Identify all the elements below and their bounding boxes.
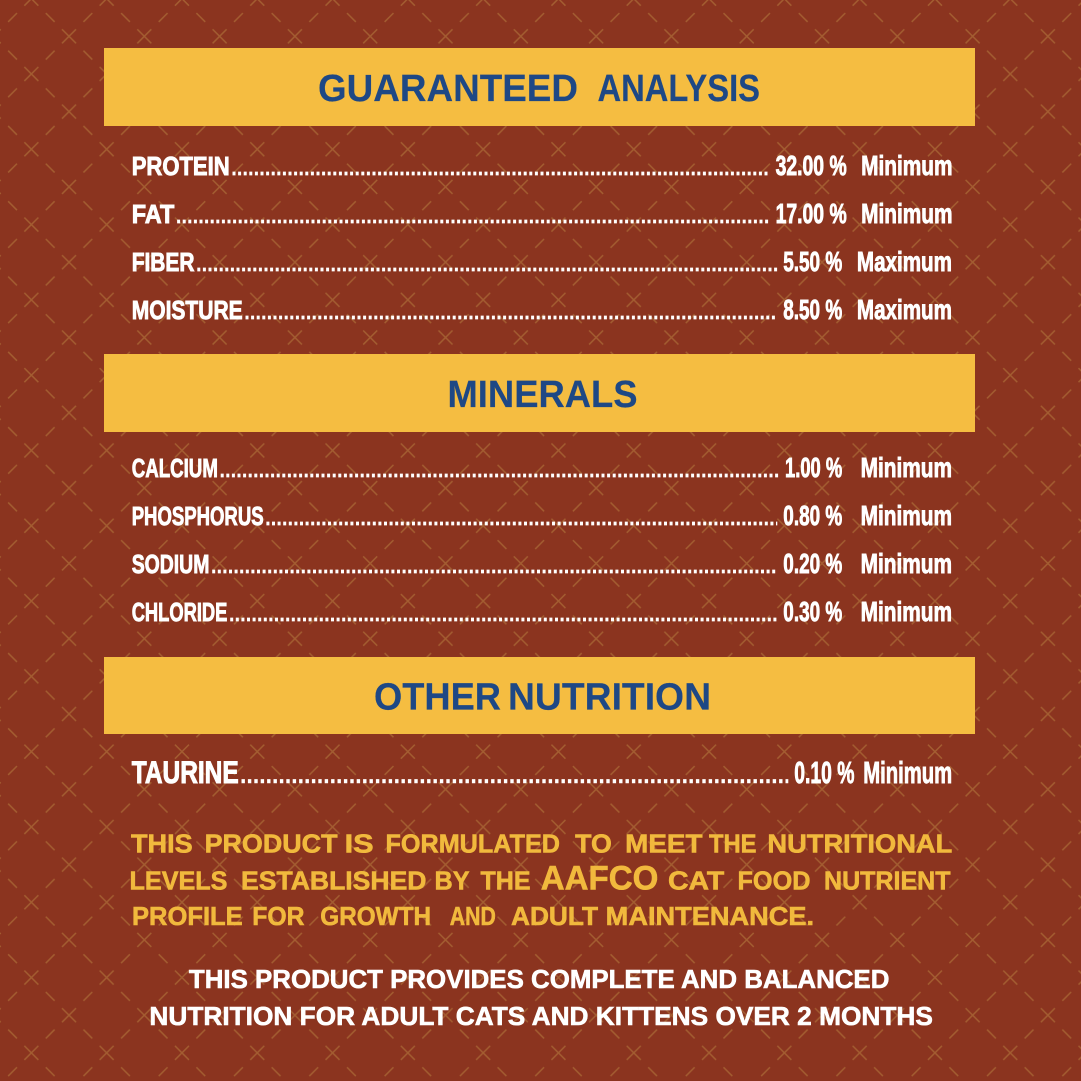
svg-text:AND: AND	[450, 901, 496, 931]
svg-text:MOISTURE: MOISTURE	[132, 295, 243, 325]
svg-text:Minimum: Minimum	[861, 150, 952, 181]
svg-text:CAT: CAT	[668, 866, 724, 896]
svg-text:Minimum: Minimum	[861, 198, 952, 229]
svg-text:THIS PRODUCT PROVIDES COMPLETE: THIS PRODUCT PROVIDES COMPLETE AND BALAN…	[189, 964, 890, 994]
svg-text:BY: BY	[435, 866, 470, 896]
svg-text:MINERALS: MINERALS	[448, 373, 638, 416]
svg-text:TO: TO	[575, 828, 612, 858]
svg-text:PRODUCT: PRODUCT	[205, 828, 338, 858]
svg-text:17.00 %: 17.00 %	[776, 198, 847, 229]
svg-text:GUARANTEED: GUARANTEED	[318, 67, 578, 110]
svg-text:PHOSPHORUS: PHOSPHORUS	[132, 501, 264, 531]
svg-text:FAT: FAT	[132, 199, 175, 229]
svg-text:SODIUM: SODIUM	[132, 549, 210, 579]
svg-text:NUTRIENT: NUTRIENT	[824, 866, 951, 896]
svg-text:CHLORIDE: CHLORIDE	[132, 597, 228, 627]
svg-text:Maximum: Maximum	[857, 246, 952, 277]
svg-text:5.50 %: 5.50 %	[783, 246, 842, 277]
svg-text:TAURINE: TAURINE	[132, 754, 239, 790]
svg-text:0.30 %: 0.30 %	[783, 596, 842, 627]
svg-text:CALCIUM: CALCIUM	[132, 453, 218, 483]
svg-text:MEET: MEET	[625, 828, 702, 858]
svg-text:PROTEIN: PROTEIN	[132, 151, 230, 181]
svg-text:MAINTENANCE.: MAINTENANCE.	[606, 901, 814, 931]
svg-text:0.20 %: 0.20 %	[783, 548, 842, 579]
svg-text:NUTRITION: NUTRITION	[508, 676, 711, 719]
svg-text:Maximum: Maximum	[857, 294, 952, 325]
svg-text:AAFCO: AAFCO	[541, 860, 659, 898]
svg-text:Minimum: Minimum	[861, 500, 952, 531]
svg-text:0.10 %: 0.10 %	[794, 756, 854, 790]
svg-text:OTHER: OTHER	[374, 676, 501, 719]
svg-text:NUTRITIONAL: NUTRITIONAL	[767, 828, 952, 858]
svg-text:THE: THE	[481, 866, 531, 896]
svg-text:Minimum: Minimum	[863, 756, 952, 790]
svg-text:8.50 %: 8.50 %	[783, 294, 842, 325]
svg-text:32.00 %: 32.00 %	[776, 150, 847, 181]
svg-text:PROFILE: PROFILE	[132, 901, 243, 931]
svg-text:THIS: THIS	[131, 828, 193, 858]
svg-text:FOR: FOR	[252, 901, 305, 931]
svg-text:ESTABLISHED: ESTABLISHED	[241, 866, 427, 896]
svg-text:THE: THE	[709, 828, 757, 858]
svg-text:1.00 %: 1.00 %	[785, 452, 842, 483]
svg-text:0.80 %: 0.80 %	[783, 500, 842, 531]
svg-text:Minimum: Minimum	[861, 548, 952, 579]
svg-text:FORMULATED: FORMULATED	[386, 828, 561, 858]
svg-text:FIBER: FIBER	[132, 247, 195, 277]
svg-text:FOOD: FOOD	[738, 866, 811, 896]
svg-text:ANALYSIS: ANALYSIS	[598, 67, 761, 110]
svg-text:IS: IS	[345, 828, 374, 858]
svg-text:ADULT: ADULT	[511, 901, 598, 931]
svg-text:Minimum: Minimum	[861, 452, 952, 483]
svg-text:NUTRITION FOR ADULT CATS AND K: NUTRITION FOR ADULT CATS AND KITTENS OVE…	[149, 1001, 933, 1031]
svg-text:GROWTH: GROWTH	[320, 901, 431, 931]
svg-text:LEVELS: LEVELS	[130, 866, 228, 896]
svg-text:Minimum: Minimum	[861, 596, 952, 627]
